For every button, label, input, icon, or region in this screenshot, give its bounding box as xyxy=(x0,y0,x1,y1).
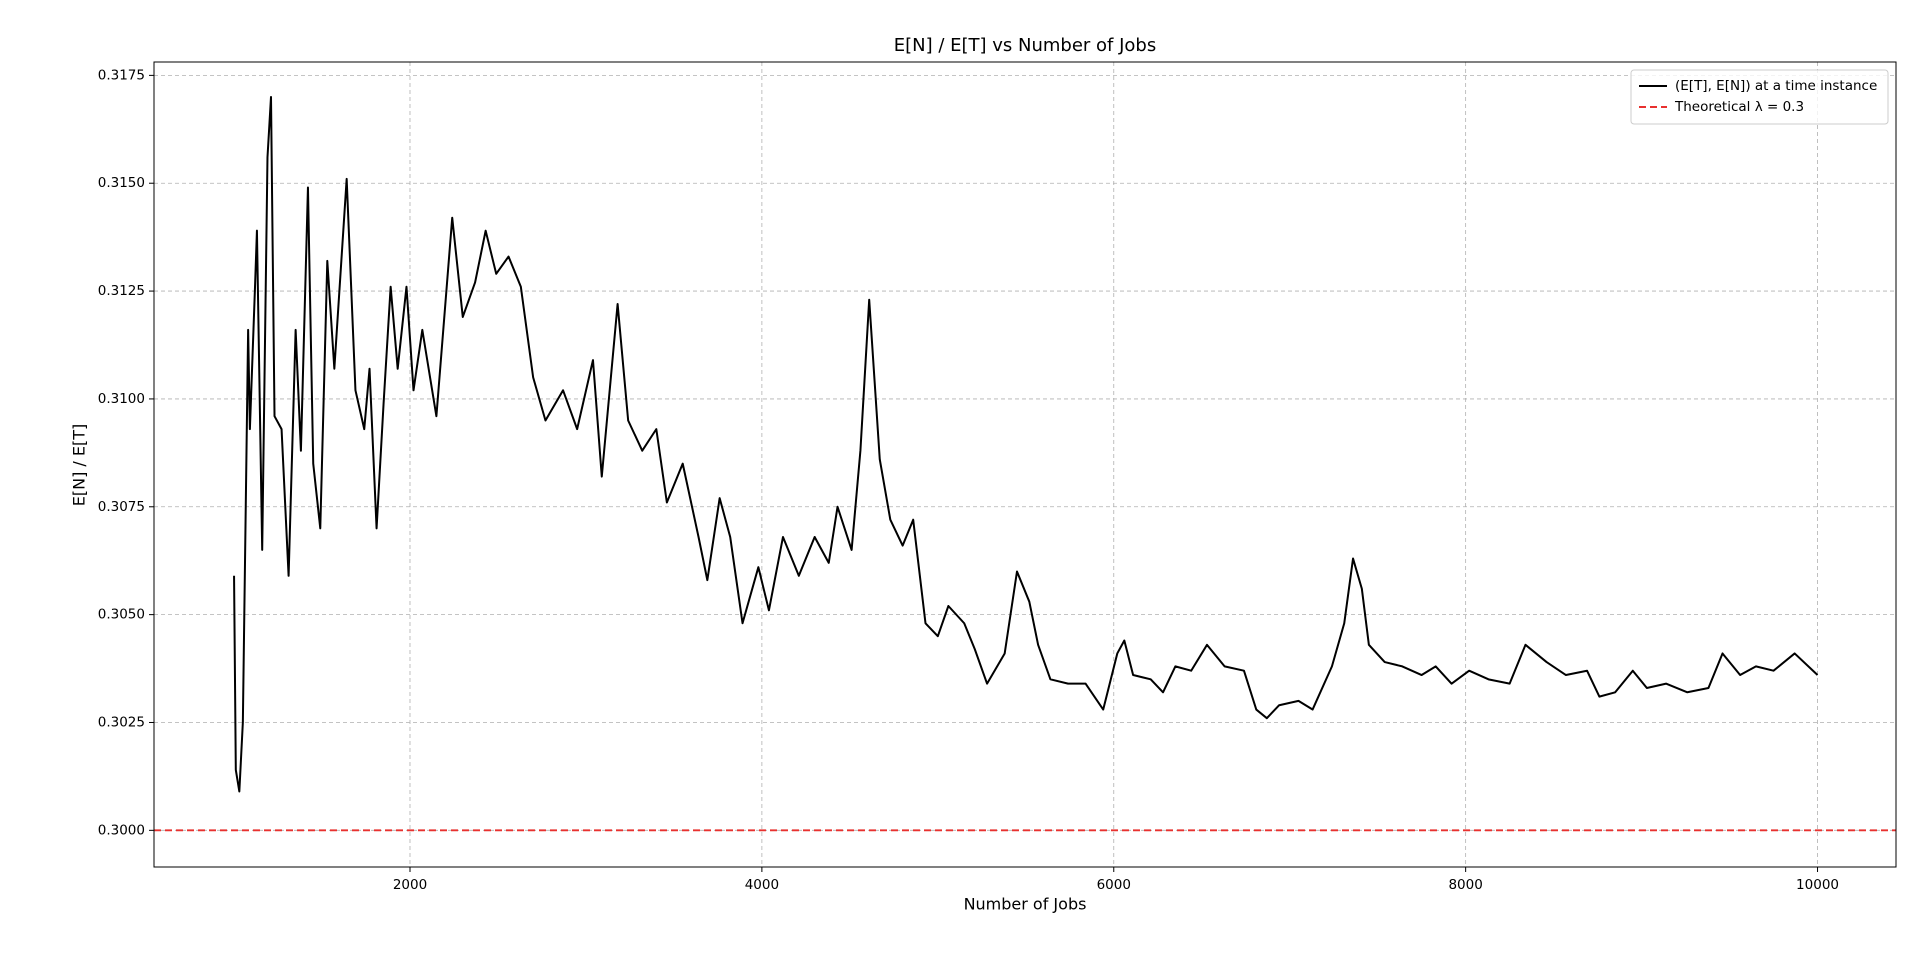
y-tick-label: 0.3100 xyxy=(98,391,145,407)
y-tick-label: 0.3175 xyxy=(98,67,145,83)
y-tick-label: 0.3075 xyxy=(98,499,145,515)
y-tick-label: 0.3000 xyxy=(98,822,145,838)
legend-box xyxy=(1630,69,1889,125)
y-tick-label: 0.3025 xyxy=(98,714,145,730)
y-axis-label: E[N] / E[T] xyxy=(70,424,89,507)
data-line xyxy=(233,95,1819,793)
legend: (E[T], E[N]) at a time instance Theoretic… xyxy=(1630,69,1889,125)
y-tick-label: 0.3150 xyxy=(98,175,145,191)
x-tick-label: 8000 xyxy=(1448,877,1482,893)
x-tick-label: 4000 xyxy=(745,877,779,893)
y-tick-label: 0.3050 xyxy=(98,607,145,623)
x-tick-label: 6000 xyxy=(1097,877,1131,893)
legend-label: Theoretical λ = 0.3 xyxy=(1674,99,1804,115)
x-tick-label: 2000 xyxy=(393,877,427,893)
legend-label: (E[T], E[N]) at a time instance xyxy=(1675,78,1877,94)
x-axis-label: Number of Jobs xyxy=(964,895,1087,914)
plot-frame xyxy=(153,61,1897,868)
chart-title: E[N] / E[T] vs Number of Jobs xyxy=(894,35,1157,56)
x-tick-label: 10000 xyxy=(1796,877,1839,893)
y-tick-label: 0.3125 xyxy=(98,283,145,299)
